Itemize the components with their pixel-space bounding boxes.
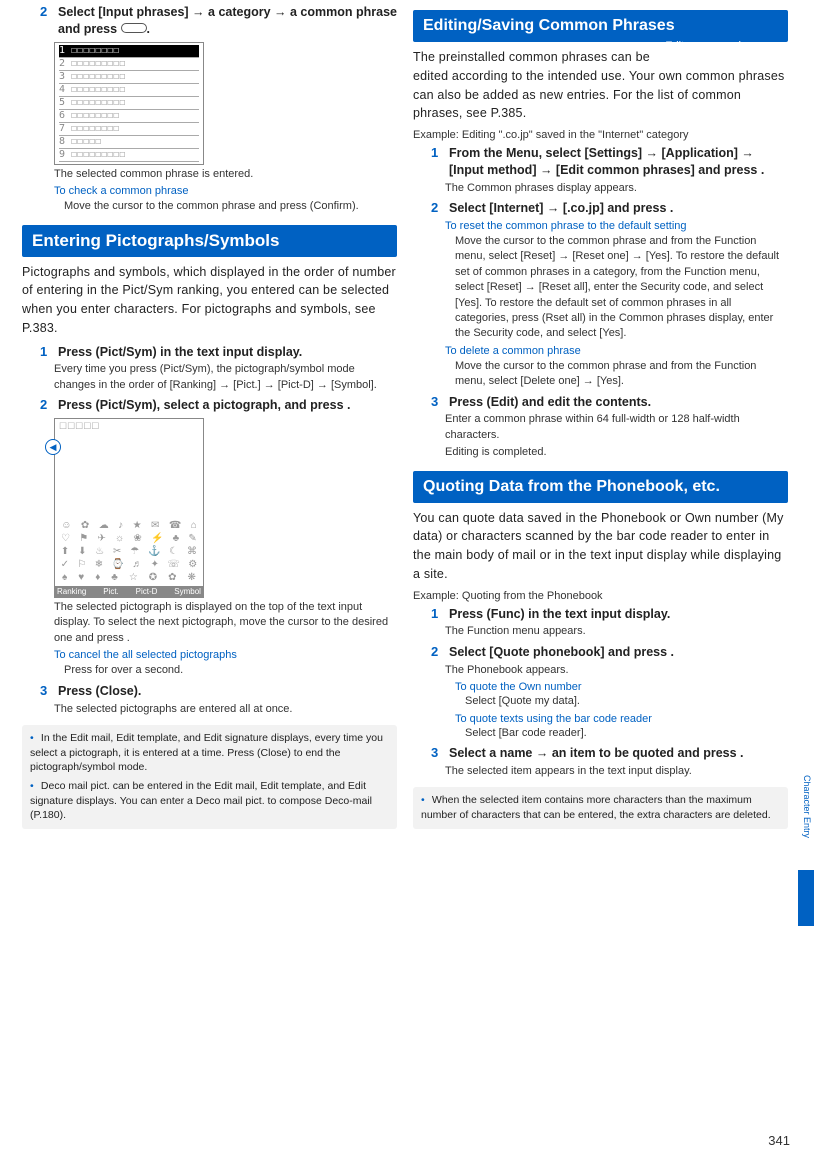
note-box: • When the selected item contains more c…	[413, 787, 788, 828]
step-text: Press (Edit) and edit the contents.	[449, 395, 651, 409]
reset-heading: To reset the common phrase to the defaul…	[445, 220, 788, 232]
own-heading: To quote the Own number	[455, 681, 788, 693]
check-phrase-heading: To check a common phrase	[54, 185, 397, 197]
right-column: Editing/Saving Common Phrases <Edit comm…	[413, 0, 788, 837]
note-box: • In the Edit mail, Edit template, and E…	[22, 725, 397, 829]
step-text: Select [Input phrases] → a category → a …	[58, 5, 397, 36]
own-body: Select [Quote my data].	[465, 694, 788, 709]
step-number: 1	[40, 344, 54, 361]
step-sub: Enter a common phrase within 64 full-wid…	[445, 412, 788, 443]
delete-body: Move the cursor to the common phrase and…	[455, 359, 788, 390]
step-text: Select [Quote phonebook] and press .	[449, 645, 674, 659]
step-text: Select [Internet] → [.co.jp] and press .	[449, 201, 673, 215]
heading-pictographs: Entering Pictographs/Symbols	[22, 225, 397, 257]
pict-step-2: 2 Press (Pict/Sym), select a pictograph,…	[40, 397, 397, 414]
note-text: In the Edit mail, Edit template, and Edi…	[30, 732, 383, 773]
ok-icon	[121, 23, 147, 33]
barcode-body: Select [Bar code reader].	[465, 726, 788, 741]
pict-bar: Ranking Pict. Pict-D Symbol	[55, 586, 203, 597]
step-number: 2	[431, 644, 445, 661]
step-number: 1	[431, 606, 445, 623]
step-number: 1	[431, 145, 445, 179]
reset-body: Move the cursor to the common phrase and…	[455, 234, 788, 342]
edit-step-3: 3 Press (Edit) and edit the contents.	[431, 394, 788, 411]
step-sub: Every time you press (Pict/Sym), the pic…	[54, 362, 397, 393]
heading-tag: <Edit common phrases>	[659, 36, 778, 54]
step-sub: The Phonebook appears.	[445, 663, 788, 678]
step-number: 2	[40, 397, 54, 414]
step-number: 2	[431, 200, 445, 217]
step-sub: Editing is completed.	[445, 445, 788, 460]
caption: The selected common phrase is entered.	[54, 167, 397, 182]
step-sub: The selected item appears in the text in…	[445, 764, 788, 779]
step-text: Press (Close).	[58, 684, 141, 698]
list-item: 6 ☐☐☐☐☐☐☐☐	[59, 110, 199, 123]
quote-step-1: 1 Press (Func) in the text input display…	[431, 606, 788, 623]
step-number: 3	[431, 745, 445, 762]
list-item: 1 ☐☐☐☐☐☐☐☐	[59, 45, 199, 58]
delete-heading: To delete a common phrase	[445, 345, 788, 357]
list-item: 2 ☐☐☐☐☐☐☐☐☐	[59, 58, 199, 71]
step-sub: The selected pictographs are entered all…	[54, 702, 397, 717]
step-text: Select a name → an item to be quoted and…	[449, 746, 744, 760]
check-phrase-body: Move the cursor to the common phrase and…	[64, 199, 397, 214]
step-text: Press (Pict/Sym) in the text input displ…	[58, 345, 302, 359]
phrase-list-screenshot: 1 ☐☐☐☐☐☐☐☐2 ☐☐☐☐☐☐☐☐☐3 ☐☐☐☐☐☐☐☐☐4 ☐☐☐☐☐☐…	[54, 42, 204, 165]
pict-step-3: 3 Press (Close).	[40, 683, 397, 700]
example-label: Example: Quoting from the Phonebook	[413, 590, 788, 602]
note-text: Deco mail pict. can be entered in the Ed…	[30, 780, 372, 821]
heading-editing: Editing/Saving Common Phrases <Edit comm…	[413, 10, 788, 42]
pictograph-screenshot: ◀ ☐☐☐☐☐ ☺✿☁♪★✉☎⌂ ♡⚑✈☼❀⚡♣✎ ⬆⬇♨✂☂⚓☾⌘ ✓⚐❄⌚♬…	[54, 418, 204, 598]
edit-step-1: 1 From the Menu, select [Settings] → [Ap…	[431, 145, 788, 179]
list-item: 7 ☐☐☐☐☐☐☐☐	[59, 123, 199, 136]
pictograph-intro: Pictographs and symbols, which displayed…	[22, 263, 397, 338]
step-sub: The Common phrases display appears.	[445, 181, 788, 196]
step-sub: The selected pictograph is displayed on …	[54, 600, 397, 646]
example-label: Example: Editing ".co.jp" saved in the "…	[413, 129, 788, 141]
quote-step-3: 3 Select a name → an item to be quoted a…	[431, 745, 788, 762]
callout-icon: ◀	[45, 439, 61, 455]
pict-step-1: 1 Press (Pict/Sym) in the text input dis…	[40, 344, 397, 361]
note-text: When the selected item contains more cha…	[421, 794, 771, 821]
barcode-heading: To quote texts using the bar code reader	[455, 713, 788, 725]
pict-grid: ☺✿☁♪★✉☎⌂ ♡⚑✈☼❀⚡♣✎ ⬆⬇♨✂☂⚓☾⌘ ✓⚐❄⌚♬✦☏⚙ ♠♥♦♣…	[59, 518, 199, 585]
list-item: 5 ☐☐☐☐☐☐☐☐☐	[59, 97, 199, 110]
step-sub: The Function menu appears.	[445, 624, 788, 639]
list-item: 4 ☐☐☐☐☐☐☐☐☐	[59, 84, 199, 97]
step-number: 2	[40, 4, 54, 38]
list-item: 3 ☐☐☐☐☐☐☐☐☐	[59, 71, 199, 84]
cancel-body: Press for over a second.	[64, 663, 397, 678]
quote-step-2: 2 Select [Quote phonebook] and press .	[431, 644, 788, 661]
step-number: 3	[40, 683, 54, 700]
side-tab	[798, 870, 814, 926]
left-column: 2 Select [Input phrases] → a category → …	[22, 0, 397, 837]
side-label: Character Entry	[802, 775, 812, 838]
step-2: 2 Select [Input phrases] → a category → …	[40, 4, 397, 38]
cancel-heading: To cancel the all selected pictographs	[54, 649, 397, 661]
list-item: 9 ☐☐☐☐☐☐☐☐☐	[59, 149, 199, 162]
list-item: 8 ☐☐☐☐☐	[59, 136, 199, 149]
step-text: From the Menu, select [Settings] → [Appl…	[449, 146, 764, 177]
step-text: Press (Pict/Sym), select a pictograph, a…	[58, 398, 350, 412]
step-number: 3	[431, 394, 445, 411]
step-text: Press (Func) in the text input display.	[449, 607, 670, 621]
editing-intro: The preinstalled common phrases can be e…	[413, 48, 788, 123]
edit-step-2: 2 Select [Internet] → [.co.jp] and press…	[431, 200, 788, 217]
heading-quoting: Quoting Data from the Phonebook, etc.	[413, 471, 788, 503]
quoting-intro: You can quote data saved in the Phoneboo…	[413, 509, 788, 584]
page-number: 341	[768, 1133, 790, 1148]
